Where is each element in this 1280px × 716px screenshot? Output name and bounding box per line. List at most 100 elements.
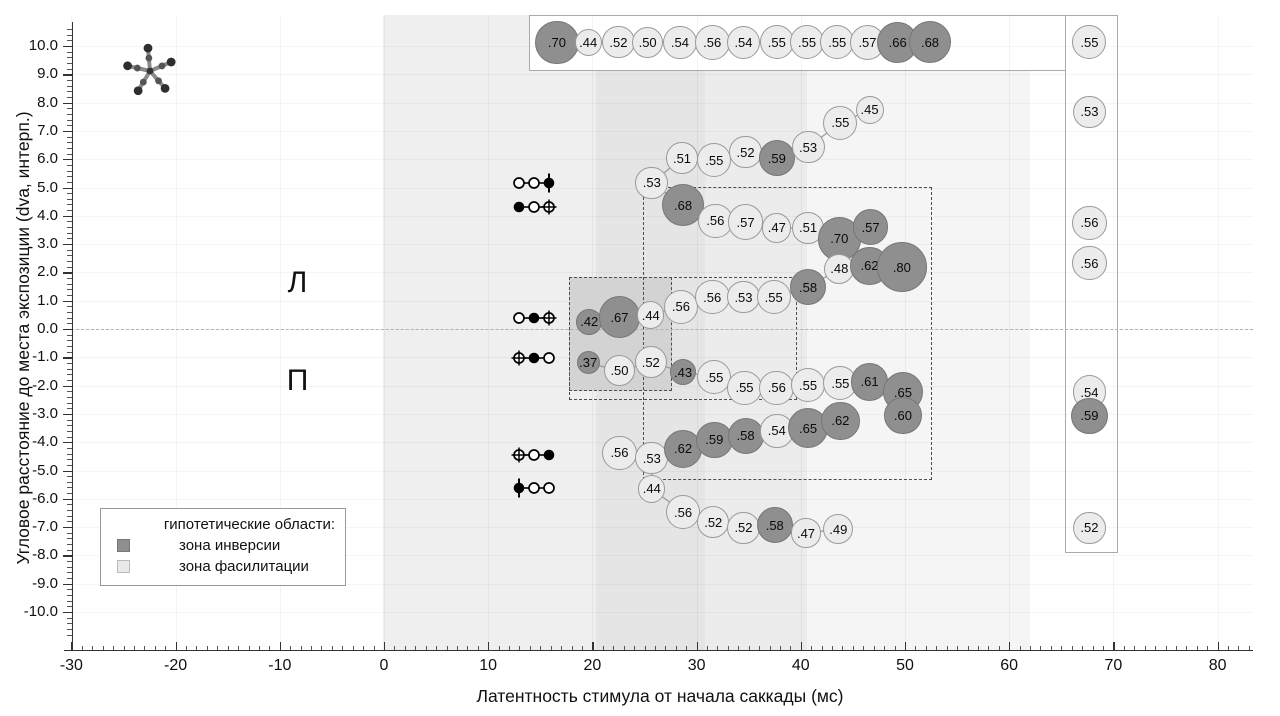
x-minor-tick [102,646,104,650]
x-minor-tick [1019,646,1021,650]
y-major-tick [63,187,72,189]
y-minor-tick [67,549,72,551]
y-major-tick [63,130,72,133]
y-minor-tick [67,317,72,319]
x-minor-tick [946,646,948,650]
x-tick-label: 40 [791,657,810,674]
x-minor-tick [1165,646,1167,650]
y-major-tick [63,413,72,416]
y-minor-tick [67,40,72,42]
x-minor-tick [634,646,636,650]
value-bubble: .60 [884,397,922,435]
x-minor-tick [1040,646,1042,650]
x-major-tick [1009,642,1011,650]
x-minor-tick [394,646,396,650]
y-minor-tick [67,176,72,178]
x-gridline [175,15,177,650]
y-axis-line [71,22,73,650]
y-tick-label: -9.0 [32,574,58,592]
value-bubble: .52 [1073,511,1106,545]
y-minor-tick [67,561,72,563]
y-minor-tick [67,119,72,121]
y-tick-label: 9.0 [37,65,58,83]
value-bubble: .53 [635,441,669,475]
y-minor-tick [67,510,72,512]
y-minor-tick [67,85,72,87]
facilitation-swatch [117,560,130,573]
value-bubble: .52 [727,511,760,545]
stimulus-config-marker [510,445,558,465]
y-tick-label: -1.0 [32,348,58,366]
x-minor-tick [977,646,979,650]
value-bubble: .67 [598,296,641,338]
y-minor-tick [67,295,72,297]
y-gridline [74,74,1253,76]
x-minor-tick [1092,646,1094,650]
y-major-tick [63,583,72,585]
y-tick-label: 6.0 [37,150,58,168]
x-minor-tick [1071,646,1073,650]
x-gridline [800,15,802,650]
value-bubble: .56 [1072,205,1107,241]
x-minor-tick [352,646,354,650]
x-minor-tick [581,646,583,650]
y-minor-tick [67,368,72,370]
x-minor-tick [988,646,990,650]
x-tick-label: 50 [896,657,914,674]
y-tick-label: 8.0 [37,93,58,111]
y-minor-tick [67,221,72,223]
y-tick-label: -8.0 [32,546,58,564]
y-minor-tick [67,447,72,449]
x-major-tick [905,642,907,650]
x-major-tick [1113,642,1115,650]
x-minor-tick [363,646,365,650]
x-minor-tick [602,646,604,650]
value-bubble: .55 [791,367,826,403]
y-tick-label: 3.0 [37,235,58,253]
y-minor-tick [67,312,72,314]
x-axis-title: Латентность стимула от начала саккады (м… [476,686,844,706]
y-minor-tick [67,170,72,172]
x-minor-tick [873,646,875,650]
y-axis-title: Угловое расстояние до места экспозиции (… [13,111,33,565]
y-minor-tick [67,538,72,540]
y-minor-tick [67,481,72,483]
facilitation-band [382,15,596,650]
y-minor-tick [67,464,72,466]
y-gridline [74,102,1253,104]
y-tick-label: 7.0 [37,121,58,139]
x-minor-tick [623,646,625,650]
value-bubble: .44 [574,28,602,56]
x-tick-label: 70 [1104,657,1123,674]
x-gridline [279,15,281,650]
x-tick-label: 0 [379,657,389,674]
x-minor-tick [727,646,729,650]
x-axis-line [64,650,1253,652]
y-minor-tick [67,283,72,285]
y-minor-tick [67,29,72,31]
y-major-tick [63,555,72,557]
x-minor-tick [165,646,167,650]
y-minor-tick [67,589,72,591]
y-minor-tick [67,532,72,534]
x-gridline [488,15,490,650]
value-bubble: .53 [727,280,760,314]
stimulus-config-marker [510,478,558,498]
x-tick-label: 60 [1000,657,1019,674]
x-minor-tick [936,646,938,650]
x-minor-tick [331,646,333,650]
y-tick-label: -10.0 [23,603,58,620]
value-bubble: .53 [1073,95,1106,129]
value-bubble: .55 [727,370,762,405]
y-major-tick [63,442,72,444]
y-gridline [74,130,1253,132]
x-minor-tick [779,646,781,650]
y-major-tick [63,527,72,529]
y-minor-tick [67,227,72,229]
y-minor-tick [67,425,72,427]
x-minor-tick [227,646,229,650]
x-major-tick [696,642,698,650]
value-bubble: .37 [576,351,600,375]
y-minor-tick [67,147,72,149]
y-minor-tick [67,487,72,489]
